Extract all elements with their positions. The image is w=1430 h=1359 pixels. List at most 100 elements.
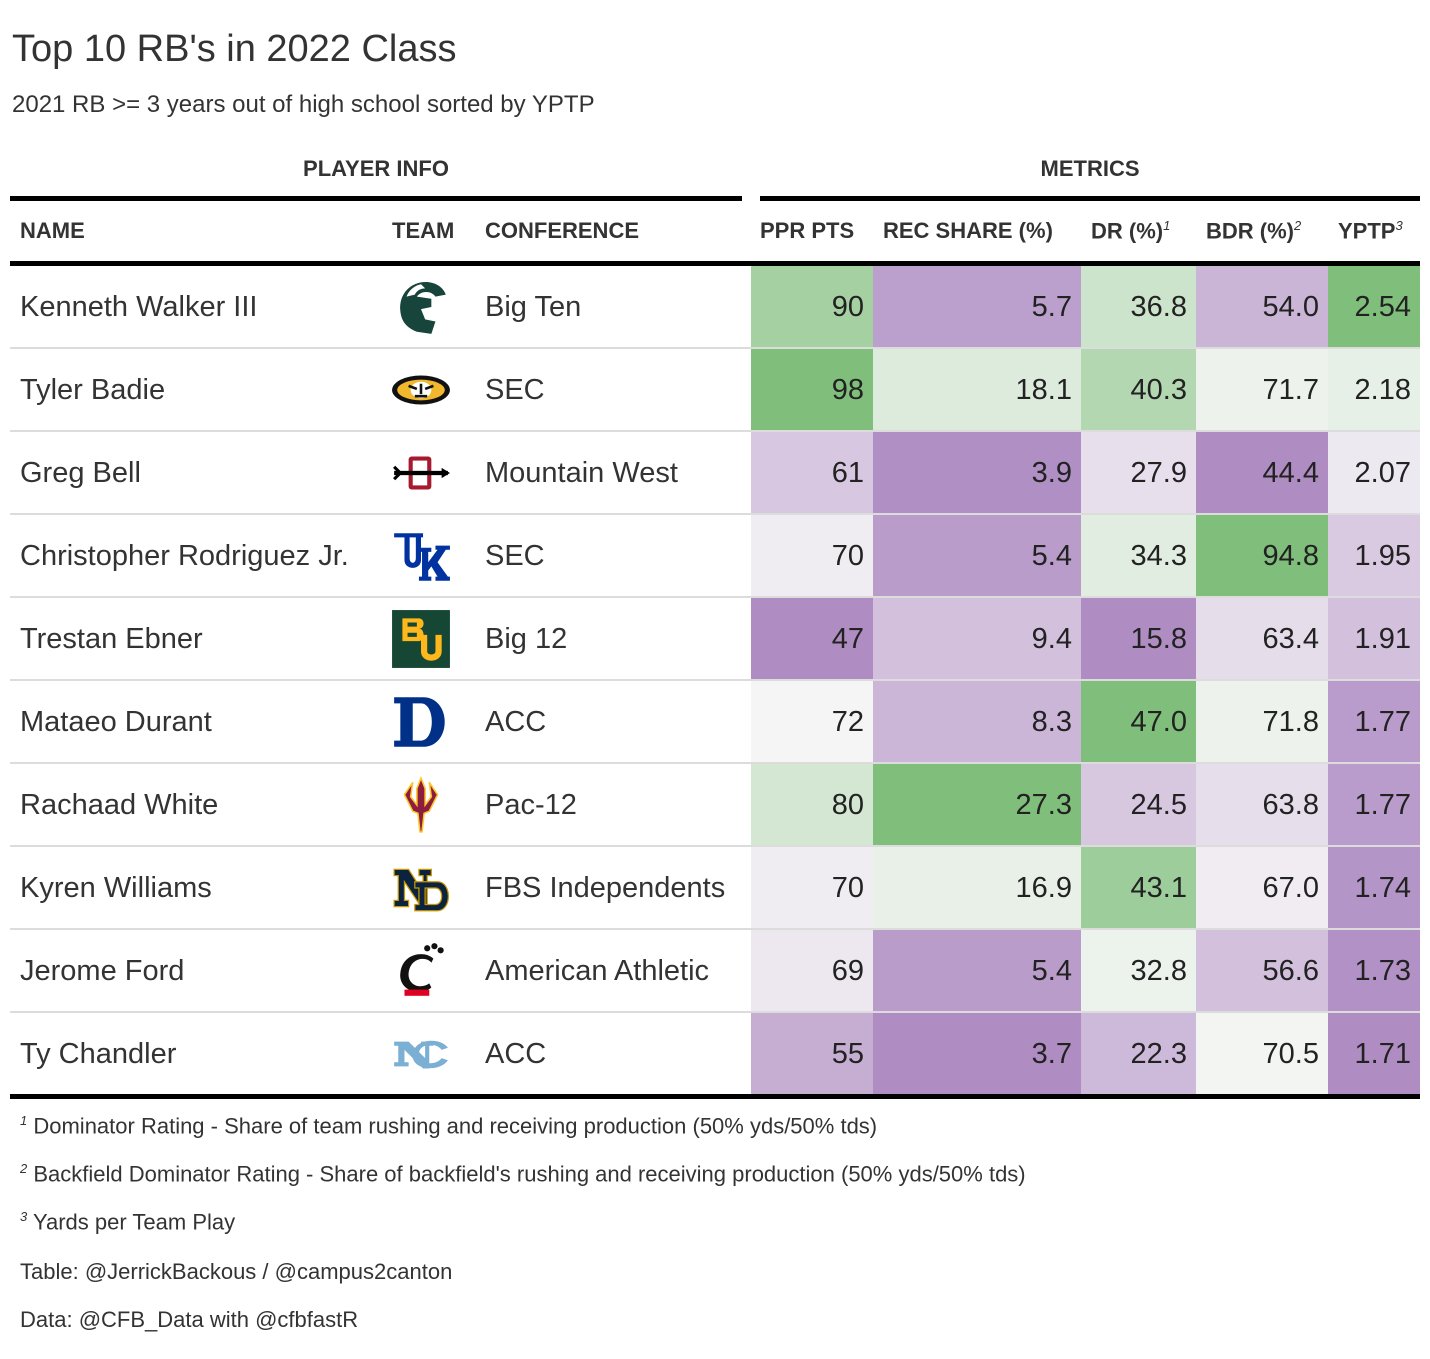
col-head-ppr: PPR PTS — [760, 218, 855, 243]
table-row: Trestan Ebner Big 12 47 9.4 15.8 63.4 1.… — [10, 598, 1420, 681]
metric-bdr: 56.6 — [1196, 930, 1328, 1013]
player-name: Greg Bell — [20, 457, 141, 489]
player-name: Kyren Williams — [20, 872, 212, 904]
metric-yptp: 1.77 — [1328, 764, 1420, 847]
metric-dr: 43.1 — [1081, 847, 1196, 930]
conference: ACC — [485, 1038, 547, 1070]
metric-dr: 15.8 — [1081, 598, 1196, 681]
metric-bdr: 71.8 — [1196, 681, 1328, 764]
metric-yptp: 1.77 — [1328, 681, 1420, 764]
notre-dame-nd-icon — [393, 868, 449, 912]
row-separator — [10, 845, 1420, 847]
metric-ppr: 80 — [751, 764, 873, 847]
metric-dr: 22.3 — [1081, 1013, 1196, 1096]
metric-dr: 40.3 — [1081, 349, 1196, 432]
col-head-bdr: BDR (%)2 — [1206, 218, 1302, 244]
table-title: Top 10 RB's in 2022 Class — [12, 28, 457, 70]
metric-bdr: 71.7 — [1196, 349, 1328, 432]
table-row: Tyler Badie SEC 98 18.1 40.3 71.7 2.18 — [10, 349, 1420, 432]
michigan-state-spartan-icon — [400, 281, 446, 334]
metric-dr: 34.3 — [1081, 515, 1196, 598]
metric-dr: 36.8 — [1081, 266, 1196, 349]
metric-ppr: 70 — [751, 847, 873, 930]
row-separator — [10, 928, 1420, 930]
metric-rec-share: 5.7 — [873, 266, 1081, 349]
baylor-bu-icon — [392, 610, 450, 668]
row-separator — [10, 513, 1420, 515]
row-separator — [10, 596, 1420, 598]
metric-bdr: 44.4 — [1196, 432, 1328, 515]
conference: Big 12 — [485, 623, 568, 655]
duke-d-icon — [394, 697, 445, 747]
metric-rec-share: 3.9 — [873, 432, 1081, 515]
header-bottom-rule — [10, 261, 1420, 266]
table-row: Ty Chandler ACC 55 3.7 22.3 70.5 1.71 — [10, 1013, 1420, 1096]
table-subtitle: 2021 RB >= 3 years out of high school so… — [12, 91, 595, 118]
footnote-3: 3 Yards per Team Play — [20, 1209, 236, 1235]
metric-bdr: 70.5 — [1196, 1013, 1328, 1096]
metric-yptp: 1.73 — [1328, 930, 1420, 1013]
table-row: Mataeo Durant ACC 72 8.3 47.0 71.8 1.77 — [10, 681, 1420, 764]
player-name: Mataeo Durant — [20, 706, 212, 738]
metric-yptp: 2.54 — [1328, 266, 1420, 349]
metric-ppr: 72 — [751, 681, 873, 764]
metric-rec-share: 5.4 — [873, 930, 1081, 1013]
metric-ppr: 55 — [751, 1013, 873, 1096]
conference: ACC — [485, 706, 547, 738]
col-head-conference: CONFERENCE — [485, 218, 640, 243]
metric-dr: 32.8 — [1081, 930, 1196, 1013]
metric-rec-share: 5.4 — [873, 515, 1081, 598]
player-name: Rachaad White — [20, 789, 219, 821]
metric-ppr: 61 — [751, 432, 873, 515]
metric-ppr: 70 — [751, 515, 873, 598]
metric-dr: 27.9 — [1081, 432, 1196, 515]
table-row: Kyren Williams FBS Independents 70 16.9 … — [10, 847, 1420, 930]
spanner-rule-player-info — [10, 196, 742, 201]
metric-yptp: 1.74 — [1328, 847, 1420, 930]
metric-ppr: 69 — [751, 930, 873, 1013]
metric-bdr: 63.8 — [1196, 764, 1328, 847]
north-carolina-nc-icon — [394, 1040, 448, 1069]
row-separator — [10, 1011, 1420, 1013]
metric-dr: 24.5 — [1081, 764, 1196, 847]
table-row: Greg Bell Mountain West 61 3.9 27.9 44.4… — [10, 432, 1420, 515]
col-head-rec-share: REC SHARE (%) — [883, 218, 1053, 243]
row-separator — [10, 430, 1420, 432]
conference: Mountain West — [485, 457, 678, 489]
metric-ppr: 98 — [751, 349, 873, 432]
player-name: Kenneth Walker III — [20, 291, 258, 323]
metric-ppr: 47 — [751, 598, 873, 681]
col-head-dr: DR (%)1 — [1091, 218, 1171, 244]
cincinnati-c-paw-icon — [400, 943, 444, 996]
table-row: Kenneth Walker III Big Ten 90 5.7 36.8 5… — [10, 266, 1420, 349]
metric-rec-share: 3.7 — [873, 1013, 1081, 1096]
table-row: Jerome Ford American Athletic 69 5.4 32.… — [10, 930, 1420, 1013]
metric-rec-share: 8.3 — [873, 681, 1081, 764]
metric-bdr: 54.0 — [1196, 266, 1328, 349]
metric-rec-share: 16.9 — [873, 847, 1081, 930]
table-row: Christopher Rodriguez Jr. SEC 70 5.4 34.… — [10, 515, 1420, 598]
footnote-1: 1 Dominator Rating - Share of team rushi… — [20, 1113, 878, 1139]
source-note-table: Table: @JerrickBackous / @campus2canton — [20, 1259, 453, 1284]
metric-rec-share: 27.3 — [873, 764, 1081, 847]
kentucky-uk-icon — [394, 533, 450, 581]
player-name: Tyler Badie — [20, 374, 166, 406]
missouri-tiger-icon — [392, 375, 450, 405]
table-bottom-rule — [10, 1094, 1420, 1099]
conference: Big Ten — [485, 291, 582, 323]
conference: SEC — [485, 540, 545, 572]
col-head-name: NAME — [20, 218, 85, 243]
col-head-yptp: YPTP3 — [1338, 218, 1403, 244]
conference: FBS Independents — [485, 872, 726, 904]
col-head-team: TEAM — [392, 218, 455, 243]
table-row: Rachaad White Pac-12 80 27.3 24.5 63.8 1… — [10, 764, 1420, 847]
metric-yptp: 1.95 — [1328, 515, 1420, 598]
metric-yptp: 1.91 — [1328, 598, 1420, 681]
metric-bdr: 63.4 — [1196, 598, 1328, 681]
metric-yptp: 1.71 — [1328, 1013, 1420, 1096]
san-diego-state-sd-arrow-icon — [393, 456, 450, 490]
spanner-rule-metrics — [760, 196, 1420, 201]
metric-dr: 47.0 — [1081, 681, 1196, 764]
metric-rec-share: 18.1 — [873, 349, 1081, 432]
spanner-metrics: METRICS — [1040, 156, 1140, 181]
